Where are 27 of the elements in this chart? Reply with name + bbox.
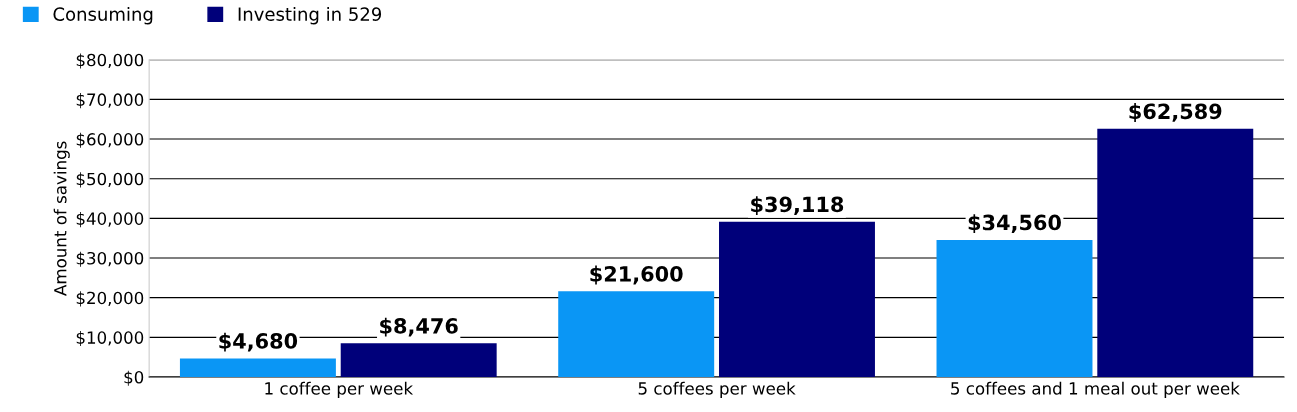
data-label: $62,589 bbox=[1129, 103, 1222, 122]
y-tick-label: $70,000 bbox=[76, 93, 144, 109]
bar bbox=[1097, 128, 1254, 377]
bar bbox=[179, 358, 336, 377]
legend-label: Consuming bbox=[53, 6, 153, 25]
legend-label: Investing in 529 bbox=[238, 6, 382, 25]
data-label: $39,118 bbox=[751, 196, 844, 216]
x-tick-label: 5 coffees per week bbox=[638, 381, 796, 398]
x-tick-label: 1 coffee per week bbox=[265, 381, 414, 398]
x-tick-label: 5 coffees and 1 meal out per week bbox=[951, 381, 1240, 398]
y-tick-label: $80,000 bbox=[76, 53, 144, 69]
y-tick-label: $20,000 bbox=[76, 291, 144, 307]
y-tick-label: $40,000 bbox=[76, 212, 144, 228]
bar bbox=[719, 221, 875, 377]
y-tick-label: $0 bbox=[124, 370, 144, 386]
data-label: $4,680 bbox=[219, 332, 298, 352]
y-tick-label: $10,000 bbox=[76, 330, 144, 347]
bar bbox=[558, 291, 715, 377]
bar bbox=[936, 239, 1093, 377]
data-label: $8,476 bbox=[380, 317, 458, 337]
data-label: $34,560 bbox=[968, 214, 1061, 234]
y-tick-label: $30,000 bbox=[76, 251, 144, 267]
bar bbox=[340, 343, 497, 377]
y-tick-label: $50,000 bbox=[76, 172, 144, 188]
y-axis-title: Amount of savings bbox=[53, 141, 70, 296]
data-label: $21,600 bbox=[590, 265, 683, 285]
y-tick-label: $60,000 bbox=[76, 132, 144, 148]
